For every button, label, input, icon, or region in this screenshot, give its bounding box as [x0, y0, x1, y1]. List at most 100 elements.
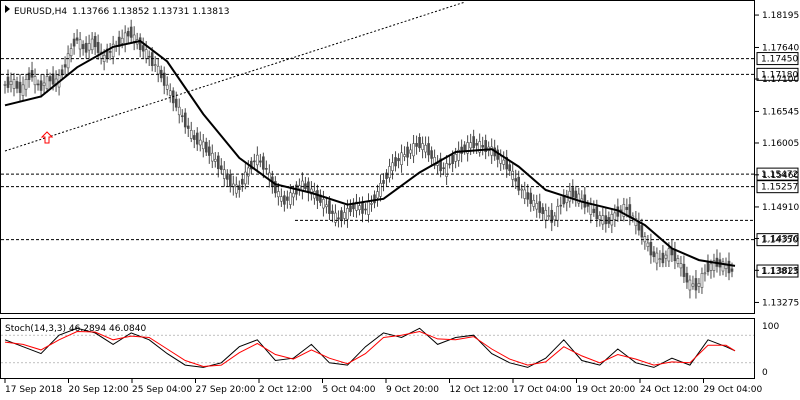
time-axis-label: 25 Sep 04:00 [132, 385, 192, 395]
candle-body [51, 73, 55, 85]
candle-body [382, 180, 385, 184]
candle-body [153, 64, 157, 66]
candle-body [144, 49, 148, 59]
candle-body [709, 263, 713, 271]
candle-body [595, 206, 599, 220]
candle-body [238, 185, 241, 190]
candle-body [235, 184, 238, 194]
candle-body [376, 191, 379, 199]
candle-body [478, 141, 481, 153]
candle-body [78, 39, 82, 50]
candle-body [625, 206, 629, 210]
candle-body [30, 70, 34, 78]
candle-body [412, 143, 415, 157]
candle-body [613, 212, 617, 220]
candle-body [63, 64, 67, 68]
candle-body [388, 166, 391, 178]
candle-body [604, 215, 608, 225]
time-axis-label: 17 Sep 2018 [5, 385, 62, 395]
time-axis-label: 20 Sep 12:00 [69, 385, 129, 395]
time-axis-label: 9 Oct 20:00 [386, 385, 439, 395]
price-axis-label: 1.16545 [762, 107, 799, 117]
candle-body [201, 141, 205, 150]
candle-body [349, 205, 352, 213]
candle-body [454, 153, 457, 162]
candle-body [241, 178, 244, 185]
candle-body [427, 143, 430, 156]
candle-body [394, 157, 397, 167]
candle-body [421, 143, 424, 150]
candle-body [147, 55, 151, 58]
candle-body [472, 136, 475, 149]
candle-body [490, 146, 493, 156]
ohlc-values: 1.13766 1.13852 1.13731 1.13813 [72, 7, 229, 17]
candle-body [216, 155, 220, 170]
candle-body [150, 52, 154, 66]
candle-body [556, 206, 560, 221]
candle-body [186, 125, 190, 129]
main-chart-frame [0, 0, 755, 314]
candle-body [598, 215, 602, 220]
candle-body [592, 208, 596, 214]
price-axis-label: 1.14370 [762, 234, 799, 244]
candle-body [607, 217, 611, 224]
candle-body [45, 76, 49, 90]
stochastic-label: Stoch(14,3,3) 46.2894 46.0840 [5, 324, 146, 334]
candle-body [373, 194, 376, 204]
candle-body [430, 150, 433, 159]
candle-body [310, 188, 313, 195]
candle-body [520, 188, 524, 191]
candle-body [646, 242, 650, 247]
candle-body [334, 212, 337, 223]
candle-body [589, 204, 593, 215]
candle-body [280, 196, 283, 202]
candle-body [66, 53, 70, 69]
candle-body [36, 83, 40, 86]
candle-body [526, 192, 530, 200]
candle-body [622, 204, 626, 217]
candle-body [60, 69, 64, 76]
time-axis-label: 17 Oct 04:00 [513, 385, 572, 395]
candle-body [355, 201, 358, 211]
price-axis-label: 1.15460 [762, 171, 799, 181]
level-tag-box [756, 67, 799, 81]
candle-body [694, 278, 698, 291]
candle-body [81, 44, 85, 50]
candle-body [688, 279, 692, 291]
level-price-tag: 1.15472 [756, 167, 799, 181]
candle-body [165, 84, 169, 90]
candle-body [679, 263, 683, 269]
candle-body [565, 194, 569, 204]
candle-body [213, 158, 217, 162]
current-price-box [756, 264, 799, 278]
candle-body [697, 283, 701, 287]
candle-body [553, 215, 557, 221]
candle-body [574, 190, 578, 199]
price-axis-label: 1.16005 [762, 139, 799, 149]
candle-body [162, 72, 166, 86]
candle-body [724, 264, 728, 270]
candle-body [301, 180, 304, 192]
candle-body [120, 37, 124, 44]
candle-body [634, 218, 638, 226]
candle-body [138, 37, 142, 50]
candle-body [289, 192, 292, 205]
candle-body [535, 203, 539, 210]
level-tag-label: 1.17450 [761, 55, 798, 65]
candle-body [132, 34, 136, 42]
candle-body [364, 208, 367, 211]
level-tag-label: 1.14350 [761, 236, 798, 246]
time-axis-label: 5 Oct 04:00 [323, 385, 376, 395]
stochastic-layer [1, 327, 754, 368]
candle-body [93, 36, 97, 48]
trendline[interactable] [4, 1, 466, 152]
candle-body [15, 81, 19, 89]
candle-body [111, 43, 115, 58]
candle-body [27, 72, 31, 81]
candle-body [174, 98, 178, 108]
up-arrow-icon [40, 131, 54, 144]
candle-body [117, 36, 121, 47]
price-axis-label: 1.14910 [762, 203, 799, 213]
candle-body [18, 81, 22, 93]
